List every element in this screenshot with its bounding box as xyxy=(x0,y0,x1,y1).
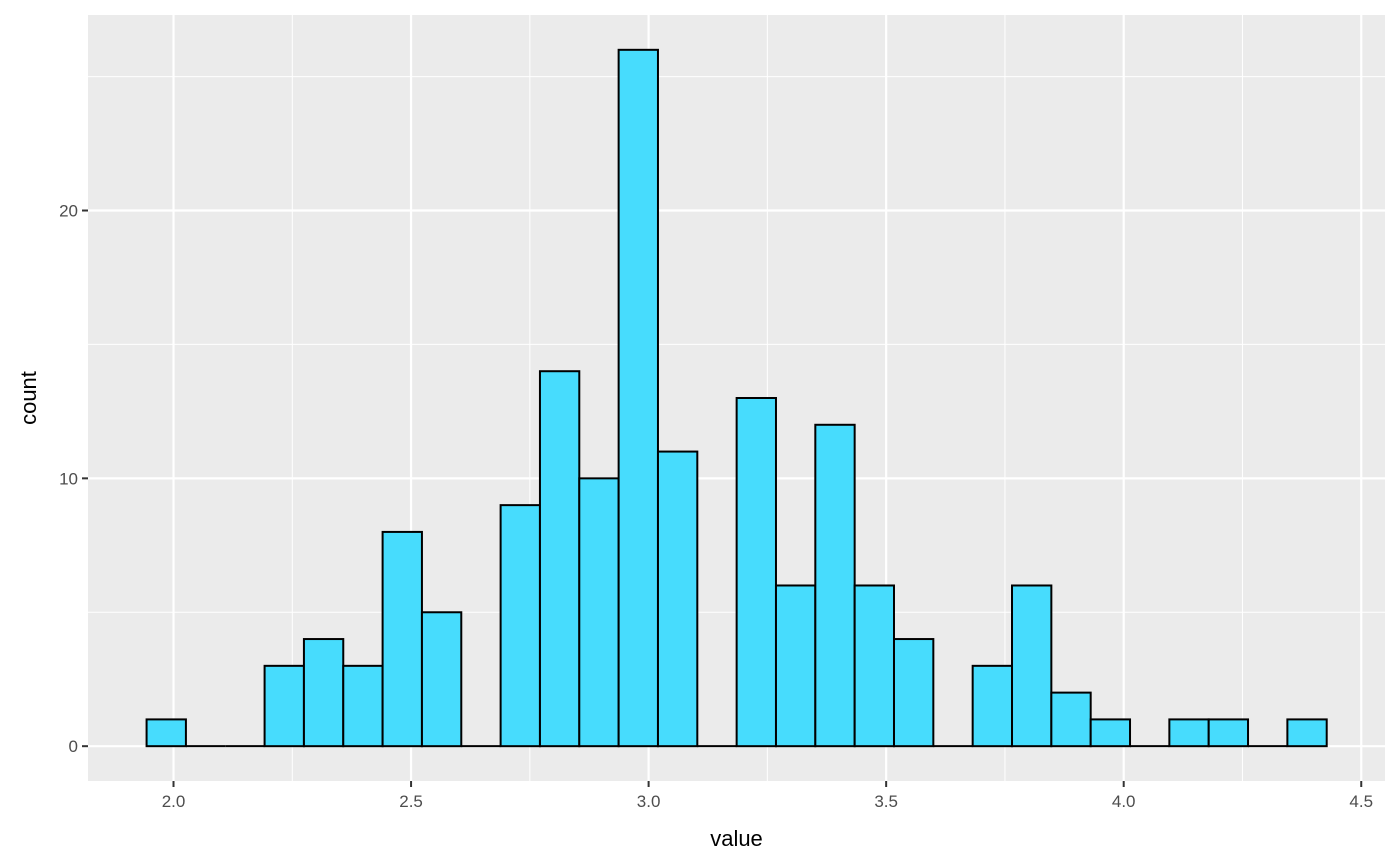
histogram-bar xyxy=(1050,691,1092,748)
histogram-bar xyxy=(971,664,1014,748)
histogram-bar xyxy=(578,477,620,748)
histogram-bar xyxy=(1089,718,1132,748)
y-tick-label: 20 xyxy=(59,202,78,221)
histogram-bar xyxy=(656,450,699,748)
y-tick-label: 10 xyxy=(59,469,78,488)
histogram-bar xyxy=(617,48,659,748)
x-tick-label: 3.5 xyxy=(874,792,898,811)
x-axis-title: value xyxy=(710,826,763,851)
histogram-bar xyxy=(853,584,895,748)
histogram-bar xyxy=(1011,584,1053,748)
histogram-bar xyxy=(499,504,541,748)
histogram-bar xyxy=(381,530,423,748)
histogram-bar xyxy=(420,611,463,748)
histogram-bars xyxy=(145,48,1328,748)
histogram-bar xyxy=(892,638,935,748)
histogram-bar xyxy=(774,584,817,748)
y-axis-title: count xyxy=(16,371,41,425)
histogram-bar xyxy=(735,397,777,748)
x-axis: 2.0 2.5 3.0 3.5 4.0 4.5 xyxy=(162,781,1373,811)
histogram-bar xyxy=(263,664,305,748)
histogram-bar xyxy=(145,718,187,748)
y-tick-label: 0 xyxy=(69,737,78,756)
histogram-bar xyxy=(814,423,856,748)
histogram-bar xyxy=(1207,718,1250,748)
histogram-bar xyxy=(538,370,581,748)
histogram-bar xyxy=(302,638,345,748)
histogram-bar xyxy=(342,664,384,748)
x-tick-label: 2.5 xyxy=(399,792,423,811)
histogram-bar xyxy=(1286,718,1328,748)
x-tick-label: 3.0 xyxy=(637,792,661,811)
x-tick-label: 4.5 xyxy=(1349,792,1373,811)
x-tick-label: 2.0 xyxy=(162,792,186,811)
histogram-bar xyxy=(1168,718,1210,748)
x-tick-label: 4.0 xyxy=(1112,792,1136,811)
y-axis: 0 10 20 xyxy=(59,202,88,756)
